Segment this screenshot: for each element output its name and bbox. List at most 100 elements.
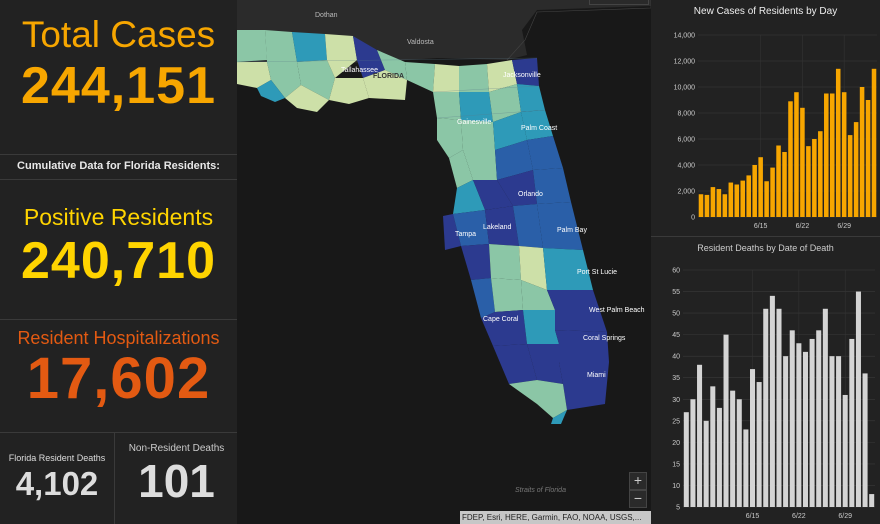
county[interactable] — [443, 214, 461, 250]
county[interactable] — [533, 168, 571, 204]
bar[interactable] — [849, 338, 855, 507]
county[interactable] — [481, 310, 527, 346]
county[interactable] — [543, 248, 593, 290]
bar[interactable] — [710, 187, 716, 217]
county[interactable] — [267, 62, 301, 98]
bar[interactable] — [683, 412, 689, 507]
bar[interactable] — [776, 308, 782, 507]
county[interactable] — [559, 362, 609, 410]
bar[interactable] — [697, 364, 703, 507]
bar[interactable] — [788, 101, 793, 217]
bar[interactable] — [728, 182, 734, 217]
county[interactable] — [485, 206, 519, 246]
zoom-in-button[interactable]: + — [629, 472, 647, 490]
map-canvas[interactable]: Dothan Valdosta Tallahassee FLORIDA Jack… — [237, 0, 651, 524]
county[interactable] — [521, 110, 553, 140]
bar[interactable] — [824, 93, 829, 218]
county[interactable] — [513, 204, 543, 248]
bar[interactable] — [806, 146, 811, 217]
county[interactable] — [459, 92, 493, 122]
county[interactable] — [433, 64, 459, 92]
county[interactable] — [292, 32, 327, 62]
bar[interactable] — [783, 356, 789, 507]
county[interactable] — [551, 410, 567, 424]
bar[interactable] — [841, 92, 847, 217]
county[interactable] — [437, 118, 463, 158]
bar[interactable] — [835, 68, 841, 217]
bar[interactable] — [829, 356, 835, 507]
county[interactable] — [237, 62, 271, 88]
bar[interactable] — [756, 382, 762, 507]
bar[interactable] — [734, 184, 740, 218]
bar[interactable] — [802, 351, 808, 507]
bar[interactable] — [750, 369, 756, 507]
county-map[interactable]: Dothan Valdosta Tallahassee FLORIDA Jack… — [237, 0, 651, 524]
bar[interactable] — [740, 180, 746, 217]
bar[interactable] — [704, 194, 710, 217]
bar[interactable] — [829, 93, 835, 218]
bar[interactable] — [746, 175, 751, 217]
county[interactable] — [547, 290, 607, 332]
bar[interactable] — [794, 92, 799, 217]
bar[interactable] — [789, 330, 795, 507]
bar[interactable] — [763, 308, 769, 507]
bar[interactable] — [859, 87, 865, 217]
county[interactable] — [493, 112, 527, 150]
county[interactable] — [377, 50, 407, 80]
bar[interactable] — [710, 386, 716, 507]
county[interactable] — [491, 278, 523, 312]
county[interactable] — [265, 30, 297, 62]
county[interactable] — [555, 330, 609, 362]
county[interactable] — [512, 58, 539, 86]
county[interactable] — [537, 202, 583, 250]
bar[interactable] — [782, 152, 787, 217]
bar[interactable] — [853, 122, 859, 217]
bar[interactable] — [809, 338, 815, 507]
bar[interactable] — [743, 429, 749, 507]
bar[interactable] — [855, 291, 861, 507]
county[interactable] — [461, 244, 491, 280]
county[interactable] — [461, 120, 495, 150]
bar[interactable] — [869, 494, 875, 507]
county[interactable] — [297, 60, 335, 100]
county[interactable] — [489, 244, 521, 280]
bar[interactable] — [698, 194, 704, 217]
county[interactable] — [453, 180, 485, 214]
bar[interactable] — [842, 394, 848, 507]
bar[interactable] — [847, 135, 853, 217]
county[interactable] — [449, 150, 473, 188]
bar[interactable] — [736, 399, 742, 507]
county[interactable] — [353, 36, 385, 78]
county[interactable] — [285, 85, 329, 112]
county[interactable] — [329, 78, 369, 104]
zoom-out-button[interactable]: − — [629, 490, 647, 508]
county[interactable] — [363, 70, 407, 100]
bar[interactable] — [758, 157, 763, 217]
county[interactable] — [509, 380, 567, 418]
bar[interactable] — [862, 373, 868, 507]
bar[interactable] — [769, 295, 775, 507]
bar[interactable] — [716, 407, 722, 507]
bar[interactable] — [722, 194, 728, 217]
bar[interactable] — [818, 131, 823, 217]
bar[interactable] — [776, 145, 781, 218]
county[interactable] — [519, 246, 547, 290]
county[interactable] — [463, 150, 497, 180]
bar[interactable] — [812, 139, 817, 217]
county[interactable] — [405, 62, 435, 92]
bar[interactable] — [690, 399, 696, 507]
county[interactable] — [495, 140, 533, 180]
bar[interactable] — [703, 420, 709, 507]
bar[interactable] — [816, 330, 822, 507]
bar[interactable] — [871, 68, 877, 217]
county[interactable] — [487, 60, 517, 92]
county[interactable] — [237, 30, 267, 62]
county[interactable] — [517, 84, 545, 112]
county[interactable] — [493, 344, 537, 384]
map-top-control[interactable] — [589, 0, 649, 5]
bar[interactable] — [730, 390, 736, 507]
bar[interactable] — [723, 334, 729, 507]
county[interactable] — [497, 170, 537, 206]
county[interactable] — [325, 34, 357, 78]
county[interactable] — [433, 92, 461, 120]
